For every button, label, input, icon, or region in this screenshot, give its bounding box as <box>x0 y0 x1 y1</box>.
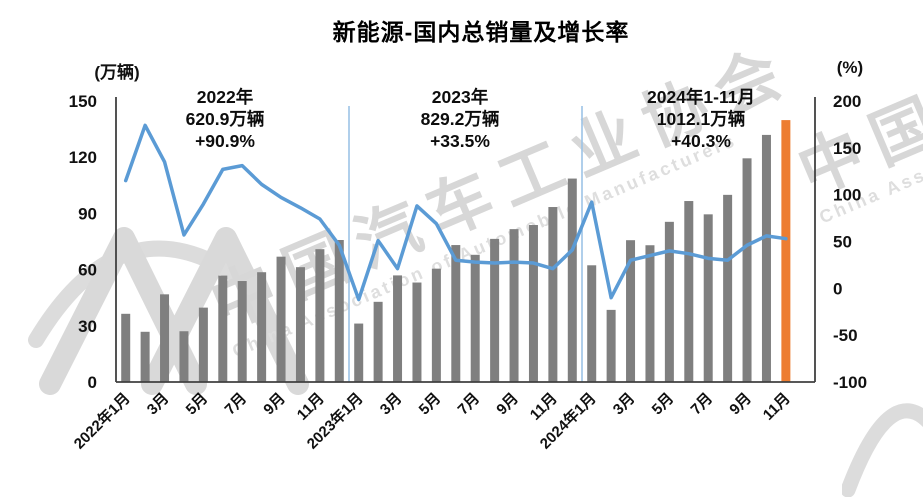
y-axis-tick-left: 120 <box>69 148 97 167</box>
sales-bar <box>160 294 170 382</box>
sales-bar <box>354 323 364 382</box>
x-axis-label: 5月 <box>183 390 212 419</box>
sales-bar <box>237 281 247 382</box>
x-axis-label: 5月 <box>416 390 445 419</box>
y-axis-tick-right: 200 <box>833 92 861 111</box>
y-axis-tick-right: 100 <box>833 186 861 205</box>
y-axis-tick-left: 0 <box>88 373 97 392</box>
annotation-2024-growth: +40.3% <box>671 131 731 151</box>
sales-bar <box>276 256 286 382</box>
annotation-2022-growth: +90.9% <box>195 131 255 151</box>
sales-bar <box>761 134 771 382</box>
sales-bar <box>218 275 228 382</box>
sales-bar <box>587 265 597 382</box>
sales-bar <box>431 268 441 382</box>
x-axis-label: 2022年1月 <box>70 389 133 452</box>
corner-logo-watermark <box>842 403 923 497</box>
annotation-2022: 2022年 620.9万辆 +90.9% <box>125 86 325 152</box>
y-axis-tick-left: 90 <box>78 204 97 223</box>
y-axis-tick-right: 0 <box>833 279 842 298</box>
sales-bar <box>548 207 558 382</box>
sales-bar <box>315 249 325 382</box>
sales-bar <box>451 245 461 382</box>
sales-bar <box>334 240 344 382</box>
sales-bar <box>645 245 655 382</box>
sales-bar <box>140 331 150 382</box>
annotation-2022-year: 2022年 <box>196 87 254 107</box>
sales-bar <box>179 331 189 382</box>
annotation-2024: 2024年1-11月 1012.1万辆 +40.3% <box>581 86 821 152</box>
x-axis-label: 7月 <box>222 390 251 419</box>
x-axis-label: 9月 <box>493 390 522 419</box>
chart-title: 新能源-国内总销量及增长率 <box>332 19 630 45</box>
x-axis-label: 7月 <box>688 390 717 419</box>
sales-bar <box>490 238 500 382</box>
x-axis-label: 9月 <box>726 390 755 419</box>
y-axis-tick-right: 50 <box>833 232 852 251</box>
annotation-2024-total: 1012.1万辆 <box>656 109 746 129</box>
sales-bar <box>606 309 616 382</box>
annotation-2022-total: 620.9万辆 <box>185 109 265 129</box>
sales-bar <box>373 301 383 382</box>
sales-bar <box>412 282 422 382</box>
growth-line <box>123 123 788 302</box>
y-axis-tick-left: 150 <box>69 92 97 111</box>
left-axis-unit-label: (万辆) <box>94 63 140 82</box>
x-axis-label: 7月 <box>455 390 484 419</box>
annotation-2023-total: 829.2万辆 <box>420 109 500 129</box>
sales-bar <box>703 214 713 382</box>
y-axis-tick-left: 30 <box>78 317 97 336</box>
x-axis-label: 3月 <box>144 390 173 419</box>
x-axis-label: 11月 <box>527 390 561 424</box>
sales-bar <box>470 254 480 382</box>
y-axis-tick-right: -50 <box>833 326 858 345</box>
x-axis-label: 11月 <box>294 390 328 424</box>
sales-bar <box>509 229 519 382</box>
annotation-2023-growth: +33.5% <box>430 131 490 151</box>
x-axis-label: 3月 <box>377 390 406 419</box>
sales-bar <box>742 158 752 382</box>
annotation-2023-year: 2023年 <box>431 87 489 107</box>
sales-bar <box>393 275 403 382</box>
sales-bar <box>626 240 636 382</box>
sales-bar <box>684 201 694 382</box>
sales-bar <box>567 178 577 382</box>
sales-bar <box>723 194 733 382</box>
sales-bar <box>664 221 674 382</box>
sales-bar <box>257 272 267 382</box>
x-axis-label: 11月 <box>760 390 794 424</box>
x-axis-label: 3月 <box>610 390 639 419</box>
y-axis-tick-right: -100 <box>833 373 867 392</box>
y-axis-tick-right: 150 <box>833 139 861 158</box>
sales-bar <box>198 307 208 382</box>
sales-bar <box>295 267 305 382</box>
sales-bar <box>528 225 538 382</box>
annotation-2023: 2023年 829.2万辆 +33.5% <box>360 86 560 152</box>
x-axis-label: 5月 <box>649 390 678 419</box>
annotation-2024-year: 2024年1-11月 <box>647 87 755 107</box>
right-axis-unit-label: (%) <box>836 58 864 77</box>
sales-bar-highlight <box>781 120 791 382</box>
sales-bar <box>121 313 131 382</box>
caam-logo-watermark <box>28 227 309 395</box>
x-axis-label: 9月 <box>260 390 289 419</box>
y-axis-tick-left: 60 <box>78 261 97 280</box>
